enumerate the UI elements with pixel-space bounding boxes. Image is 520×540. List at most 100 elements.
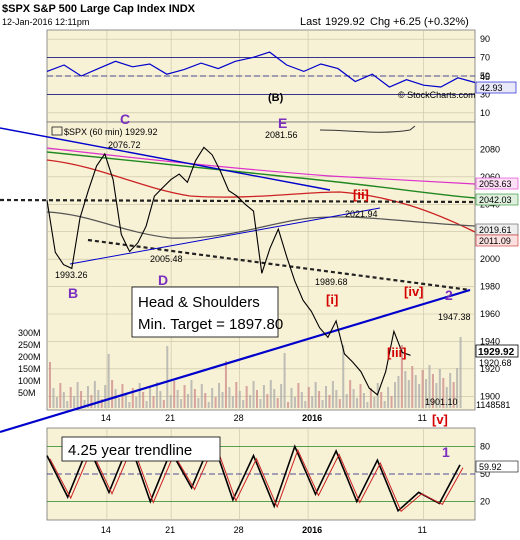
value-1920: 1920.68: [479, 358, 512, 368]
volume-bar-49: [218, 383, 221, 408]
x-axis-labels-bottom: 14 21 28 2016 11: [101, 525, 427, 535]
volume-bar-31: [155, 382, 158, 408]
price-label-2005: 2005.48: [150, 254, 183, 264]
stochastic-tick-80: 80: [480, 441, 490, 451]
volume-bar-85: [342, 345, 345, 408]
chg-label: Chg: [370, 16, 390, 28]
volume-bar-107: [418, 384, 421, 408]
volume-bar-87: [349, 380, 352, 408]
stochastic-tick-50: 50: [480, 469, 490, 479]
rsi-tick-30: 30: [480, 89, 490, 99]
volume-bar-89: [356, 398, 359, 408]
rsi-value: 42.93: [480, 83, 503, 93]
chart-datetime: 12-Jan-2016 12:11pm: [2, 17, 89, 27]
rsi-tick-70: 70: [480, 53, 490, 63]
price-label-1993: 1993.26: [55, 270, 88, 280]
volume-bar-34: [166, 346, 169, 408]
volume-bar-61: [259, 399, 262, 408]
volume-bar-101: [397, 376, 400, 408]
volume-bar-23: [128, 402, 131, 408]
volume-bar-97: [383, 401, 386, 408]
price-tick-2060: 2060: [480, 172, 500, 182]
rsi-marker-45: 45: [480, 72, 490, 82]
volume-bar-50: [221, 392, 224, 408]
rsi-ticks: 90 70 50 30 10: [480, 34, 490, 118]
x-label-mid-2: 28: [234, 413, 244, 423]
volume-bar-108: [421, 370, 424, 408]
hs-title: Head & Shoulders: [138, 294, 260, 311]
wave-E: E: [278, 115, 287, 131]
volume-bar-65: [273, 389, 276, 408]
volume-bar-27: [142, 392, 145, 408]
volume-bar-109: [425, 379, 428, 408]
volume-bar-104: [407, 380, 410, 408]
volume-bar-55: [238, 391, 241, 408]
volume-bar-67: [280, 384, 283, 408]
volume-bar-63: [266, 394, 269, 408]
stochastic-ticks: 80 50 20: [480, 441, 490, 506]
volume-bar-114: [442, 378, 445, 408]
x-label-bottom-0: 14: [101, 525, 111, 535]
value-last: 1929.92: [478, 347, 515, 358]
trendline-label: 4.25 year trendline: [68, 442, 192, 459]
volume-bar-6: [69, 387, 72, 408]
volume-bar-25: [135, 397, 138, 408]
value-box-last: [475, 344, 519, 358]
volume-bar-11: [86, 386, 89, 408]
volume-ticks: 300M 250M 200M 150M 100M 50M: [18, 328, 41, 398]
x-label-bottom-1: 21: [165, 525, 175, 535]
last-value: 1929.92: [325, 16, 365, 28]
volume-bar-113: [438, 369, 441, 408]
volume-bar-71: [293, 397, 296, 408]
chart-title: $SPX S&P 500 Large Cap Index INDX: [2, 3, 196, 15]
upper-trendline: [0, 127, 331, 191]
volume-bar-26: [138, 383, 141, 408]
volume-bar-106: [414, 375, 417, 408]
volume-bar-17: [107, 354, 110, 408]
rsi-value-box: [475, 81, 517, 94]
volume-bar-22: [124, 393, 127, 408]
volume-bar-103: [404, 371, 407, 408]
price-legend: $SPX (60 min) 1929.92: [64, 127, 158, 137]
volume-tick-5: 50M: [18, 388, 36, 398]
volume-bar-42: [193, 389, 196, 408]
volume-bar-84: [338, 399, 341, 408]
volume-bar-64: [269, 380, 272, 408]
wave-iii: [iii]: [387, 345, 407, 360]
price-tick-1980: 1980: [480, 282, 500, 292]
wave-B: B: [68, 285, 78, 301]
volume-bar-0: [49, 362, 51, 408]
volume-bar-43: [197, 398, 200, 408]
volume-bar-44: [200, 384, 203, 408]
volume-tick-3: 150M: [18, 364, 41, 374]
volume-bar-72: [297, 383, 300, 408]
wave-iv: [iv]: [404, 284, 424, 299]
value-2019: 2019.61: [479, 225, 512, 235]
volume-bar-79: [321, 400, 324, 408]
volume-bar-90: [359, 384, 362, 408]
volume-bar-94: [373, 397, 376, 408]
volume-bar-24: [131, 388, 134, 408]
inner-trendline: [69, 207, 381, 265]
volume-bar-19: [114, 389, 117, 408]
long-term-trendline: [0, 288, 471, 434]
volume-bar-74: [304, 401, 307, 408]
volume-bar-20: [118, 398, 120, 408]
trendline-box: [61, 436, 221, 462]
volume-bar-4: [62, 392, 65, 408]
volume-bar-12: [90, 395, 93, 408]
price-tick-1960: 1960: [480, 309, 500, 319]
volume-tick-4: 100M: [18, 376, 41, 386]
volume-bar-51: [224, 361, 227, 408]
value-2053: 2053.63: [479, 179, 512, 189]
volume-bar-18: [111, 380, 114, 408]
volume-bar-9: [80, 391, 83, 408]
volume-bar-59: [252, 381, 255, 408]
volume-bar-39: [183, 385, 186, 408]
volume-bar-82: [331, 381, 334, 408]
volume-bar-33: [162, 400, 165, 408]
neckline-sloped: [87, 238, 471, 292]
volume-bar-91: [362, 393, 365, 408]
volume-bar-3: [59, 383, 62, 408]
